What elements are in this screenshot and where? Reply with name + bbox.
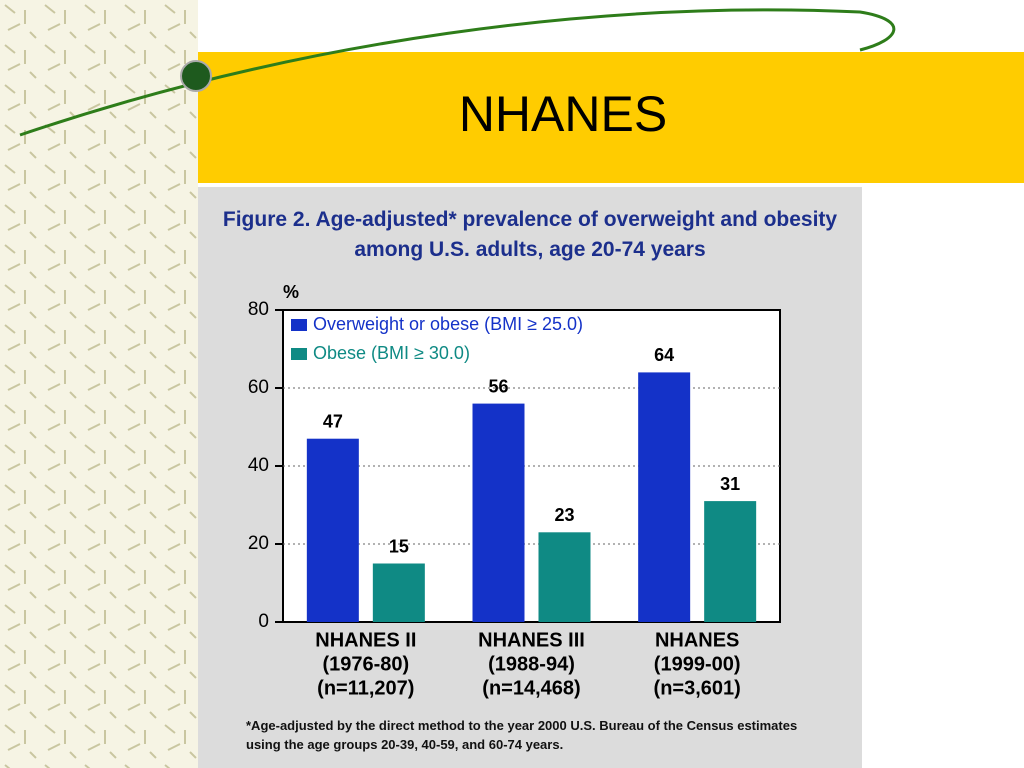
- data-label: 15: [389, 536, 409, 556]
- legend-swatch: [291, 348, 307, 360]
- bar: [638, 372, 691, 622]
- x-tick-label: (1976-80): [322, 653, 409, 675]
- y-tick-label: 20: [248, 533, 269, 554]
- y-tick-label: 0: [258, 611, 269, 632]
- x-tick-label: (n=14,468): [482, 677, 580, 699]
- bar: [306, 438, 359, 622]
- bar: [538, 532, 591, 622]
- y-tick-label: 60: [248, 377, 269, 398]
- x-tick-label: (1999-00): [654, 653, 741, 675]
- side-pattern: [0, 0, 198, 768]
- x-tick-label: NHANES III: [478, 629, 585, 651]
- legend-label: Overweight or obese (BMI ≥ 25.0): [313, 314, 583, 334]
- x-tick-label: (n=3,601): [654, 677, 741, 699]
- y-axis-label: %: [283, 282, 299, 302]
- decor-dot: [180, 60, 212, 92]
- data-label: 47: [323, 411, 343, 431]
- data-label: 23: [554, 505, 574, 525]
- data-label: 64: [654, 345, 674, 365]
- x-tick-label: NHANES II: [315, 629, 416, 651]
- data-label: 56: [488, 376, 508, 396]
- x-tick-label: (1988-94): [488, 653, 575, 675]
- data-label: 31: [720, 474, 740, 494]
- bar: [372, 563, 425, 622]
- bar: [704, 501, 757, 622]
- footnote: *Age-adjusted by the direct method to th…: [246, 718, 798, 752]
- plot-area: [282, 309, 781, 623]
- slide-title: NHANES: [459, 86, 667, 142]
- legend-swatch: [291, 319, 307, 331]
- x-tick-label: (n=11,207): [317, 677, 414, 699]
- chart-title: Figure 2. Age-adjusted* prevalence of ov…: [222, 208, 838, 261]
- y-tick-label: 80: [248, 299, 269, 320]
- legend-label: Obese (BMI ≥ 30.0): [313, 343, 470, 363]
- title-band: [198, 52, 1024, 183]
- x-tick-label: NHANES: [655, 629, 739, 651]
- bar: [472, 403, 525, 622]
- y-tick-label: 40: [248, 455, 269, 476]
